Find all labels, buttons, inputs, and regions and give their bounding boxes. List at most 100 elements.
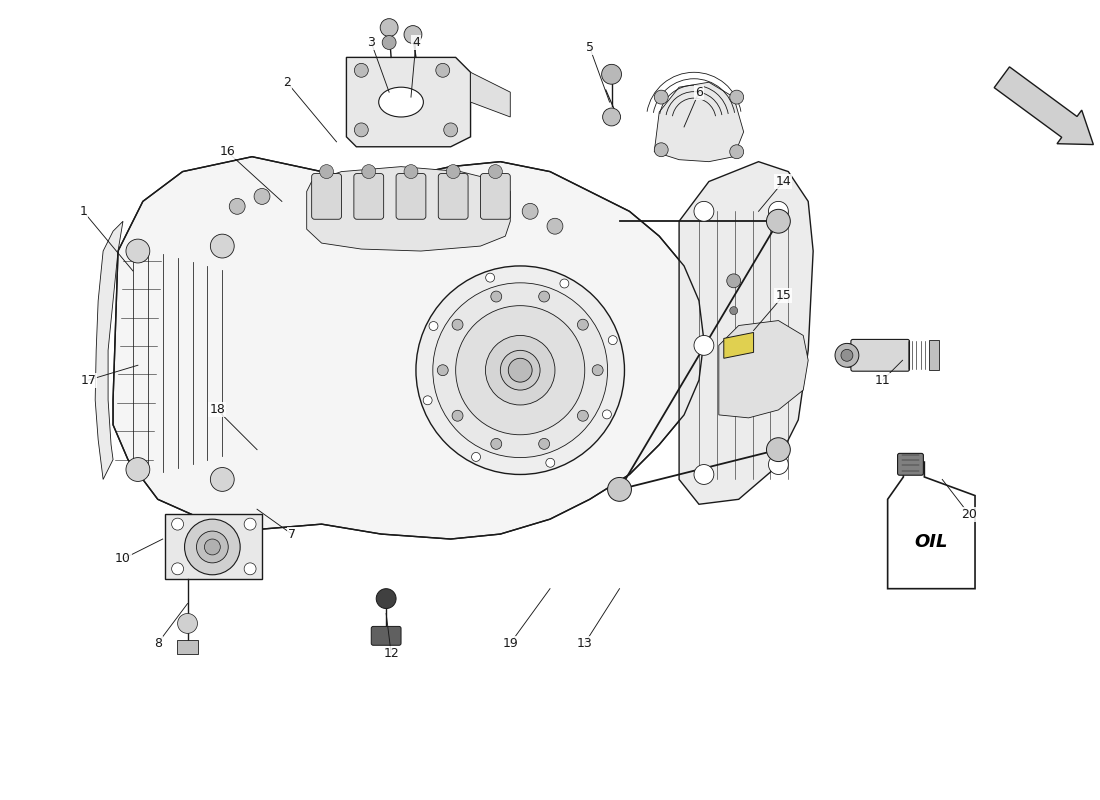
Text: 16: 16 [219, 146, 235, 158]
Circle shape [603, 410, 612, 419]
Text: 12: 12 [383, 646, 399, 660]
Polygon shape [471, 72, 510, 117]
Circle shape [842, 350, 852, 362]
Circle shape [539, 438, 550, 450]
Circle shape [424, 396, 432, 405]
Text: 14: 14 [776, 175, 791, 188]
Circle shape [508, 358, 532, 382]
Circle shape [254, 189, 270, 204]
Circle shape [769, 335, 789, 355]
FancyBboxPatch shape [438, 174, 469, 219]
Circle shape [438, 365, 448, 376]
Circle shape [452, 319, 463, 330]
Text: 19: 19 [503, 637, 518, 650]
Circle shape [229, 198, 245, 214]
Circle shape [177, 614, 198, 634]
Circle shape [592, 365, 603, 376]
Circle shape [560, 279, 569, 288]
Ellipse shape [378, 87, 424, 117]
Circle shape [197, 531, 229, 563]
Circle shape [404, 165, 418, 178]
Circle shape [485, 335, 556, 405]
Circle shape [694, 335, 714, 355]
Circle shape [320, 165, 333, 178]
Circle shape [354, 123, 368, 137]
Circle shape [455, 306, 585, 434]
Polygon shape [346, 58, 471, 146]
Text: 18: 18 [209, 403, 226, 417]
Circle shape [602, 64, 621, 84]
Circle shape [539, 291, 550, 302]
Circle shape [488, 165, 503, 178]
FancyBboxPatch shape [930, 341, 939, 370]
Circle shape [603, 108, 620, 126]
Polygon shape [96, 222, 123, 479]
Circle shape [694, 465, 714, 485]
Circle shape [452, 410, 463, 421]
Circle shape [172, 563, 184, 574]
Circle shape [244, 563, 256, 574]
FancyArrow shape [994, 67, 1093, 145]
Text: a passion for cars since 1985: a passion for cars since 1985 [372, 393, 669, 506]
Circle shape [416, 266, 625, 474]
Circle shape [382, 35, 396, 50]
Circle shape [491, 438, 502, 450]
Circle shape [729, 90, 744, 104]
Text: 4: 4 [412, 36, 420, 49]
Circle shape [362, 165, 376, 178]
Circle shape [205, 539, 220, 555]
Text: 15: 15 [776, 290, 791, 302]
Circle shape [126, 239, 150, 263]
FancyBboxPatch shape [311, 174, 341, 219]
Polygon shape [724, 333, 754, 358]
Circle shape [608, 336, 617, 345]
Circle shape [835, 343, 859, 367]
Polygon shape [307, 166, 510, 251]
Text: 20: 20 [961, 508, 977, 521]
Polygon shape [165, 514, 262, 578]
Circle shape [210, 234, 234, 258]
Text: 6: 6 [695, 86, 703, 98]
Circle shape [210, 467, 234, 491]
Circle shape [436, 63, 450, 78]
Circle shape [429, 322, 438, 330]
Circle shape [381, 18, 398, 37]
Circle shape [126, 458, 150, 482]
Text: 10: 10 [116, 552, 131, 566]
Circle shape [472, 453, 481, 462]
Circle shape [486, 273, 495, 282]
Circle shape [727, 274, 740, 288]
Circle shape [443, 123, 458, 137]
Circle shape [578, 410, 588, 421]
Circle shape [694, 202, 714, 222]
Text: 2: 2 [283, 76, 290, 89]
FancyBboxPatch shape [354, 174, 384, 219]
Polygon shape [888, 462, 975, 589]
Text: 13: 13 [576, 637, 593, 650]
Circle shape [769, 454, 789, 474]
Text: 3: 3 [367, 36, 375, 49]
Circle shape [729, 145, 744, 158]
Circle shape [354, 63, 368, 78]
FancyBboxPatch shape [898, 454, 923, 475]
Polygon shape [679, 162, 813, 504]
Circle shape [244, 518, 256, 530]
Text: 8: 8 [154, 637, 162, 650]
Circle shape [654, 90, 668, 104]
Circle shape [491, 291, 502, 302]
Circle shape [432, 283, 607, 458]
Text: 1: 1 [79, 205, 87, 218]
Circle shape [447, 165, 460, 178]
FancyBboxPatch shape [177, 640, 198, 654]
Circle shape [404, 26, 422, 43]
FancyBboxPatch shape [396, 174, 426, 219]
Circle shape [500, 350, 540, 390]
FancyBboxPatch shape [372, 626, 402, 646]
Circle shape [769, 202, 789, 222]
Circle shape [376, 589, 396, 609]
Circle shape [767, 210, 790, 233]
Text: 7: 7 [288, 527, 296, 541]
Text: eurospares: eurospares [273, 247, 728, 454]
Polygon shape [654, 82, 744, 162]
FancyBboxPatch shape [851, 339, 910, 371]
